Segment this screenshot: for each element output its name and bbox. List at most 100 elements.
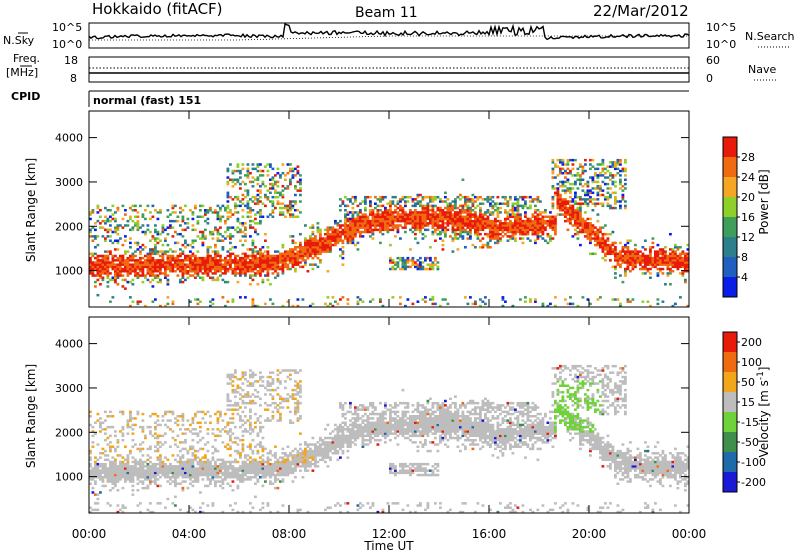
power-cell	[552, 161, 555, 163]
velocity-cell	[262, 459, 265, 461]
velocity-cell	[107, 502, 110, 504]
power-cell	[112, 259, 115, 261]
power-cell	[492, 229, 495, 231]
power-cell	[169, 255, 172, 257]
power-cell	[352, 233, 355, 235]
power-cell	[172, 220, 175, 222]
power-cell	[489, 220, 492, 222]
velocity-cell	[94, 493, 97, 495]
power-cell	[679, 255, 682, 257]
power-cell	[234, 257, 237, 259]
power-cell	[307, 255, 310, 257]
power-cell	[654, 255, 657, 257]
power-cell	[254, 198, 257, 200]
velocity-cell	[177, 454, 180, 456]
power-cell	[577, 216, 580, 218]
power-cell	[622, 281, 625, 283]
power-cell	[407, 259, 410, 261]
power-cell	[492, 222, 495, 224]
power-cell	[157, 253, 160, 255]
velocity-cell	[147, 469, 150, 471]
power-cell	[567, 207, 570, 209]
power-cell	[624, 244, 627, 246]
power-cell	[244, 189, 247, 191]
power-cell	[244, 205, 247, 207]
velocity-cell	[99, 469, 102, 471]
velocity-cell	[219, 430, 222, 432]
noise-right-tick-top: 10^5	[706, 21, 736, 34]
power-cell	[114, 255, 117, 257]
power-cell	[594, 239, 597, 241]
power-cell	[124, 266, 127, 268]
power-cell	[682, 261, 685, 263]
power-cell	[244, 255, 247, 257]
power-cell	[662, 253, 665, 255]
power-cell	[94, 257, 97, 259]
velocity-cell	[194, 459, 197, 461]
velocity-cell	[92, 426, 95, 428]
power-cell	[157, 266, 160, 268]
velocity-cell	[217, 465, 220, 467]
power-cell	[337, 237, 340, 239]
power-cell	[414, 216, 417, 218]
power-cell	[259, 163, 262, 165]
velocity-cell	[249, 426, 252, 428]
nave-tick-top: 60	[706, 54, 720, 67]
power-cell	[364, 229, 367, 231]
power-cell	[287, 211, 290, 213]
power-cell	[389, 216, 392, 218]
power-cell	[222, 239, 225, 241]
power-cell	[549, 218, 552, 220]
power-cell	[267, 170, 270, 172]
velocity-cell	[244, 463, 247, 465]
power-cell	[564, 200, 567, 202]
velocity-cell	[122, 461, 125, 463]
power-cell	[567, 200, 570, 202]
velocity-cell	[264, 448, 267, 450]
power-cell	[302, 250, 305, 252]
velocity-cell	[189, 463, 192, 465]
power-cell	[604, 259, 607, 261]
velocity-cell	[237, 408, 240, 410]
power-cell	[632, 253, 635, 255]
power-cell	[344, 235, 347, 237]
power-cell	[417, 200, 420, 202]
power-cell	[479, 233, 482, 235]
power-cell	[167, 283, 170, 285]
power-cell	[107, 263, 110, 265]
power-cell	[214, 261, 217, 263]
power-cell	[104, 257, 107, 259]
power-cell	[322, 239, 325, 241]
power-cell	[534, 220, 537, 222]
velocity-cell	[142, 483, 145, 485]
power-cell	[419, 216, 422, 218]
velocity-cell	[187, 461, 190, 463]
power-cell	[292, 205, 295, 207]
velocity-cell	[159, 463, 162, 465]
velocity-cell	[164, 441, 167, 443]
power-cell	[217, 213, 220, 215]
power-cell	[539, 200, 542, 202]
power-cell	[372, 222, 375, 224]
power-cell	[494, 231, 497, 233]
power-cell	[254, 255, 257, 257]
power-cell	[462, 235, 465, 237]
power-cell	[592, 253, 595, 255]
power-cell	[207, 261, 210, 263]
power-cell	[317, 239, 320, 241]
power-cell	[379, 220, 382, 222]
power-cell	[579, 213, 582, 215]
power-cell	[364, 231, 367, 233]
power-cell	[339, 226, 342, 228]
power-cell	[594, 198, 597, 200]
power-cell	[579, 216, 582, 218]
velocity-cell	[259, 445, 262, 447]
power-cell	[212, 231, 215, 233]
power-cell	[282, 246, 285, 248]
power-cell	[392, 200, 395, 202]
power-cell	[194, 205, 197, 207]
power-cell	[379, 226, 382, 228]
power-cell	[117, 239, 120, 241]
power-cell	[284, 250, 287, 252]
velocity-cell	[249, 432, 252, 434]
